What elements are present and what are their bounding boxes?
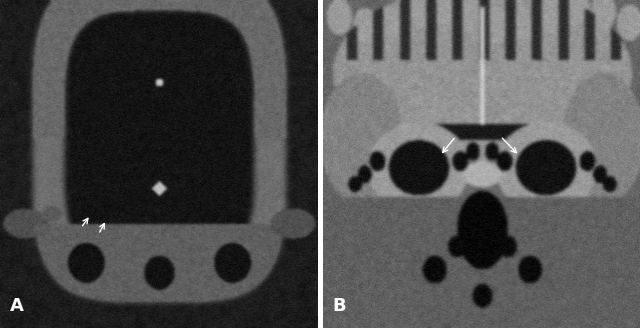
Text: B: B [332, 297, 346, 315]
Text: A: A [10, 297, 24, 315]
